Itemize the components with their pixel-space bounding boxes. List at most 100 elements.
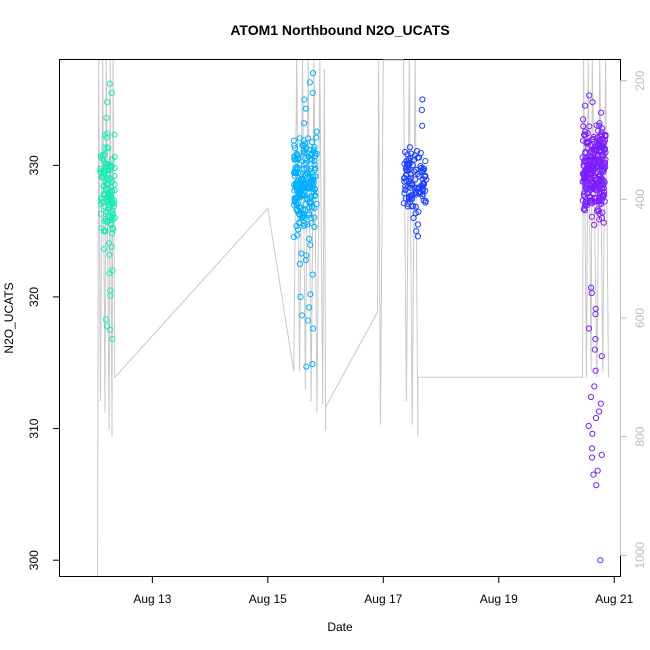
data-point bbox=[301, 120, 308, 127]
data-point bbox=[299, 210, 306, 217]
data-point bbox=[291, 145, 298, 152]
series-flight-1 bbox=[97, 80, 118, 343]
data-point bbox=[292, 181, 299, 188]
data-point bbox=[306, 235, 313, 242]
data-point bbox=[104, 208, 111, 215]
data-point bbox=[311, 161, 318, 168]
data-point bbox=[403, 177, 410, 184]
data-point bbox=[589, 99, 596, 106]
data-point bbox=[101, 228, 108, 235]
data-point bbox=[406, 177, 413, 184]
data-point bbox=[594, 467, 601, 474]
data-point bbox=[304, 317, 311, 324]
pressure-trace bbox=[97, 59, 609, 577]
data-point bbox=[599, 125, 606, 132]
data-point bbox=[600, 185, 608, 192]
y-axis-label: N2O_UCATS bbox=[2, 282, 16, 353]
data-point bbox=[312, 173, 319, 180]
data-point bbox=[307, 152, 314, 159]
data-point bbox=[300, 192, 307, 199]
data-point bbox=[400, 200, 407, 207]
data-point bbox=[100, 175, 107, 182]
data-point bbox=[585, 186, 592, 193]
data-point bbox=[601, 189, 608, 196]
data-point bbox=[290, 137, 297, 144]
series-flight-3 bbox=[400, 96, 430, 240]
data-point bbox=[580, 191, 588, 198]
data-point bbox=[298, 312, 306, 319]
data-point bbox=[589, 454, 596, 461]
data-point bbox=[293, 186, 300, 193]
data-point bbox=[598, 200, 605, 207]
data-point bbox=[310, 146, 317, 153]
data-point bbox=[111, 131, 118, 138]
data-point bbox=[98, 169, 105, 176]
data-point bbox=[101, 169, 108, 176]
data-point bbox=[97, 201, 104, 208]
data-point bbox=[405, 157, 413, 164]
data-point bbox=[291, 153, 298, 160]
data-point bbox=[585, 144, 592, 151]
data-point bbox=[109, 336, 116, 343]
x-tick-label: Aug 17 bbox=[364, 592, 402, 606]
data-point bbox=[599, 209, 606, 216]
data-point bbox=[108, 214, 115, 221]
data-point bbox=[581, 131, 588, 138]
data-point bbox=[585, 138, 592, 145]
data-point bbox=[298, 176, 305, 183]
y2-tick-label: 600 bbox=[633, 308, 647, 328]
data-point bbox=[601, 166, 608, 173]
data-point bbox=[302, 105, 309, 112]
x-axis-label: Date bbox=[327, 620, 353, 634]
data-point bbox=[106, 270, 113, 277]
data-point bbox=[303, 363, 310, 370]
data-point bbox=[417, 163, 424, 170]
data-point bbox=[586, 123, 593, 130]
data-point bbox=[306, 79, 313, 86]
data-point bbox=[415, 185, 423, 192]
data-point bbox=[111, 181, 118, 188]
data-point bbox=[309, 173, 316, 180]
y2-tick-label: 800 bbox=[633, 426, 647, 446]
data-point bbox=[581, 205, 588, 212]
x-tick-label: Aug 19 bbox=[480, 592, 518, 606]
data-point bbox=[590, 133, 597, 141]
data-point bbox=[596, 120, 603, 127]
data-point bbox=[309, 89, 316, 97]
data-point bbox=[601, 191, 608, 198]
data-point bbox=[590, 471, 597, 478]
data-point bbox=[106, 177, 113, 184]
x-tick-label: Aug 13 bbox=[133, 592, 171, 606]
data-point bbox=[306, 200, 313, 207]
data-point bbox=[406, 144, 413, 151]
data-point bbox=[592, 336, 599, 343]
data-point bbox=[422, 158, 429, 165]
data-point bbox=[294, 232, 301, 239]
data-point bbox=[582, 150, 589, 157]
data-point bbox=[106, 251, 113, 258]
data-point bbox=[303, 159, 310, 167]
pressure-line bbox=[97, 59, 609, 577]
data-point bbox=[106, 80, 113, 87]
data-point bbox=[595, 160, 602, 167]
data-point bbox=[104, 217, 111, 224]
data-point bbox=[104, 144, 111, 151]
data-point bbox=[588, 213, 596, 220]
data-point bbox=[592, 185, 599, 192]
data-point bbox=[589, 430, 596, 437]
data-point bbox=[109, 200, 116, 207]
data-point bbox=[97, 165, 104, 173]
data-point bbox=[415, 208, 422, 215]
data-point bbox=[405, 160, 412, 168]
data-point bbox=[584, 190, 591, 197]
data-point bbox=[306, 173, 313, 180]
data-point bbox=[295, 226, 302, 233]
data-point bbox=[405, 195, 412, 202]
data-point bbox=[413, 228, 420, 235]
data-point bbox=[598, 160, 605, 167]
data-point bbox=[586, 92, 593, 99]
data-point bbox=[309, 139, 316, 146]
data-point bbox=[309, 176, 316, 183]
data-point bbox=[593, 482, 600, 489]
